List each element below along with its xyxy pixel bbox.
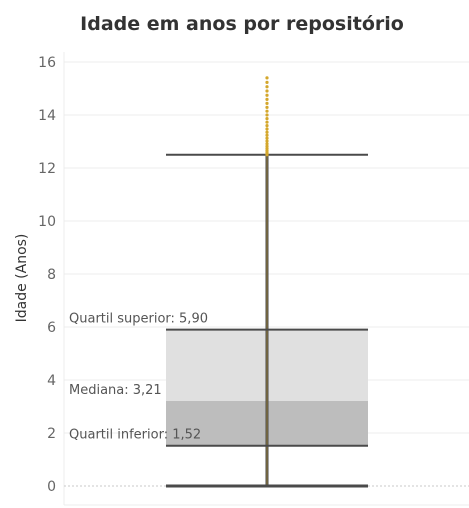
grid-layer — [63, 52, 469, 506]
y-tick-label-16: 16 — [38, 55, 56, 71]
outlier-point — [265, 136, 269, 140]
y-axis-label: Idade (Anos) — [14, 234, 30, 323]
y-tick-label-2: 2 — [47, 426, 56, 442]
y-tick-label-12: 12 — [38, 161, 56, 177]
outlier-point — [265, 76, 269, 80]
annotation-q1: Quartil inferior: 1,52 — [69, 428, 201, 443]
outlier-point — [265, 97, 269, 101]
outlier-point — [265, 109, 269, 113]
y-tick-labels: 0 2 4 6 8 10 12 14 16 — [38, 55, 56, 495]
outlier-point — [265, 101, 269, 105]
outlier-point — [265, 93, 269, 97]
outlier-point — [265, 127, 269, 131]
outlier-point — [265, 85, 269, 89]
annotation-layer: Quartil superior: 5,90 Mediana: 3,21 Quart… — [69, 312, 208, 443]
annotation-median: Mediana: 3,21 — [69, 383, 162, 398]
outlier-point — [265, 117, 269, 121]
outlier-point — [265, 130, 269, 134]
outlier-point — [265, 146, 269, 151]
outlier-point — [265, 105, 269, 109]
y-tick-label-6: 6 — [47, 320, 56, 336]
box-layer — [166, 153, 368, 488]
outlier-point — [265, 89, 269, 93]
outlier-point — [265, 144, 269, 148]
chart-title: Idade em anos por repositório — [80, 13, 404, 35]
outlier-point — [265, 142, 269, 146]
outlier-point — [265, 124, 269, 128]
outlier-point — [265, 80, 269, 84]
outlier-point — [265, 120, 269, 124]
y-tick-label-10: 10 — [38, 214, 56, 230]
annotation-q3: Quartil superior: 5,90 — [69, 312, 208, 327]
y-tick-label-14: 14 — [38, 108, 56, 124]
outlier-point — [265, 113, 269, 117]
outlier-point — [265, 139, 269, 143]
outlier-points — [265, 76, 269, 157]
y-tick-label-8: 8 — [47, 267, 56, 283]
outlier-point — [265, 133, 269, 137]
y-tick-label-0: 0 — [47, 479, 56, 495]
y-tick-label-4: 4 — [47, 373, 56, 389]
